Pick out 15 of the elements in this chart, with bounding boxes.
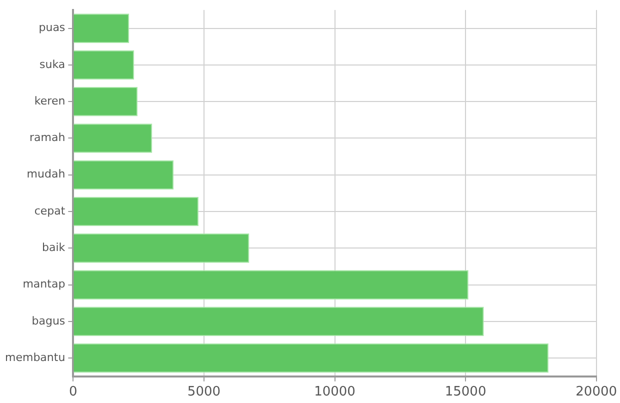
y-tick-label: suka xyxy=(40,58,66,71)
x-tick-label: 5000 xyxy=(187,384,221,400)
y-tick-label: puas xyxy=(38,21,66,34)
x-tick-label: 20000 xyxy=(576,384,617,400)
x-tick-label: 15000 xyxy=(444,384,486,400)
y-tick-label: membantu xyxy=(4,350,66,364)
y-tick-label: keren xyxy=(34,94,66,108)
x-tick-label: 0 xyxy=(69,384,78,400)
y-tick-label: mantap xyxy=(22,278,66,291)
y-tick-label: bagus xyxy=(32,314,66,328)
y-tick-label: baik xyxy=(42,241,66,254)
x-tick-label: 10000 xyxy=(314,384,356,400)
y-tick-label: mudah xyxy=(26,168,66,181)
y-tick-label: ramah xyxy=(29,131,66,144)
y-tick-label: cepat xyxy=(34,204,66,218)
